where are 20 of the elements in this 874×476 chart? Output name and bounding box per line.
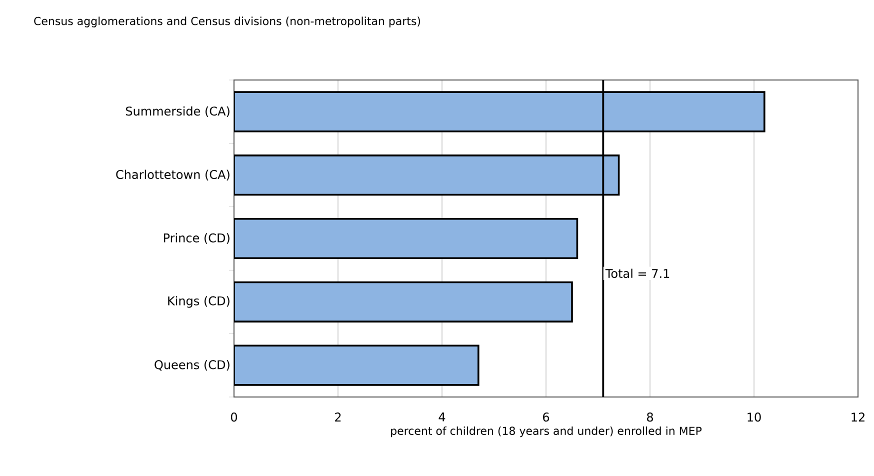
bar [234,91,766,132]
y-tick-label: Charlottetown (CA) [116,170,230,180]
x-tick-label: 10 [748,412,761,422]
bar [234,218,578,260]
x-tick-label: 2 [335,412,341,422]
y-tick-label: Prince (CD) [164,233,230,244]
y-tick-label: Queens (CD) [154,360,230,371]
x-tick-label: 0 [230,412,238,422]
x-tick-label: 4 [438,412,446,422]
bar [234,154,620,196]
x-tick-label: 12 [852,412,864,422]
bar [234,281,573,322]
y-tick-label: Kings (CD) [168,296,230,308]
y-tick-label: Summerside (CA) [126,106,230,118]
x-tick-label: 6 [543,412,550,422]
x-axis-title: percent of children (18 years and under) enrolled in MEP [391,426,702,438]
x-tick-label: 8 [647,412,653,422]
chart-title: Census agglomerations and Census divisions (non-metropolitan parts) [34,16,420,28]
ref-line-label: Total = 7.1 [605,268,670,278]
bar [234,344,480,386]
